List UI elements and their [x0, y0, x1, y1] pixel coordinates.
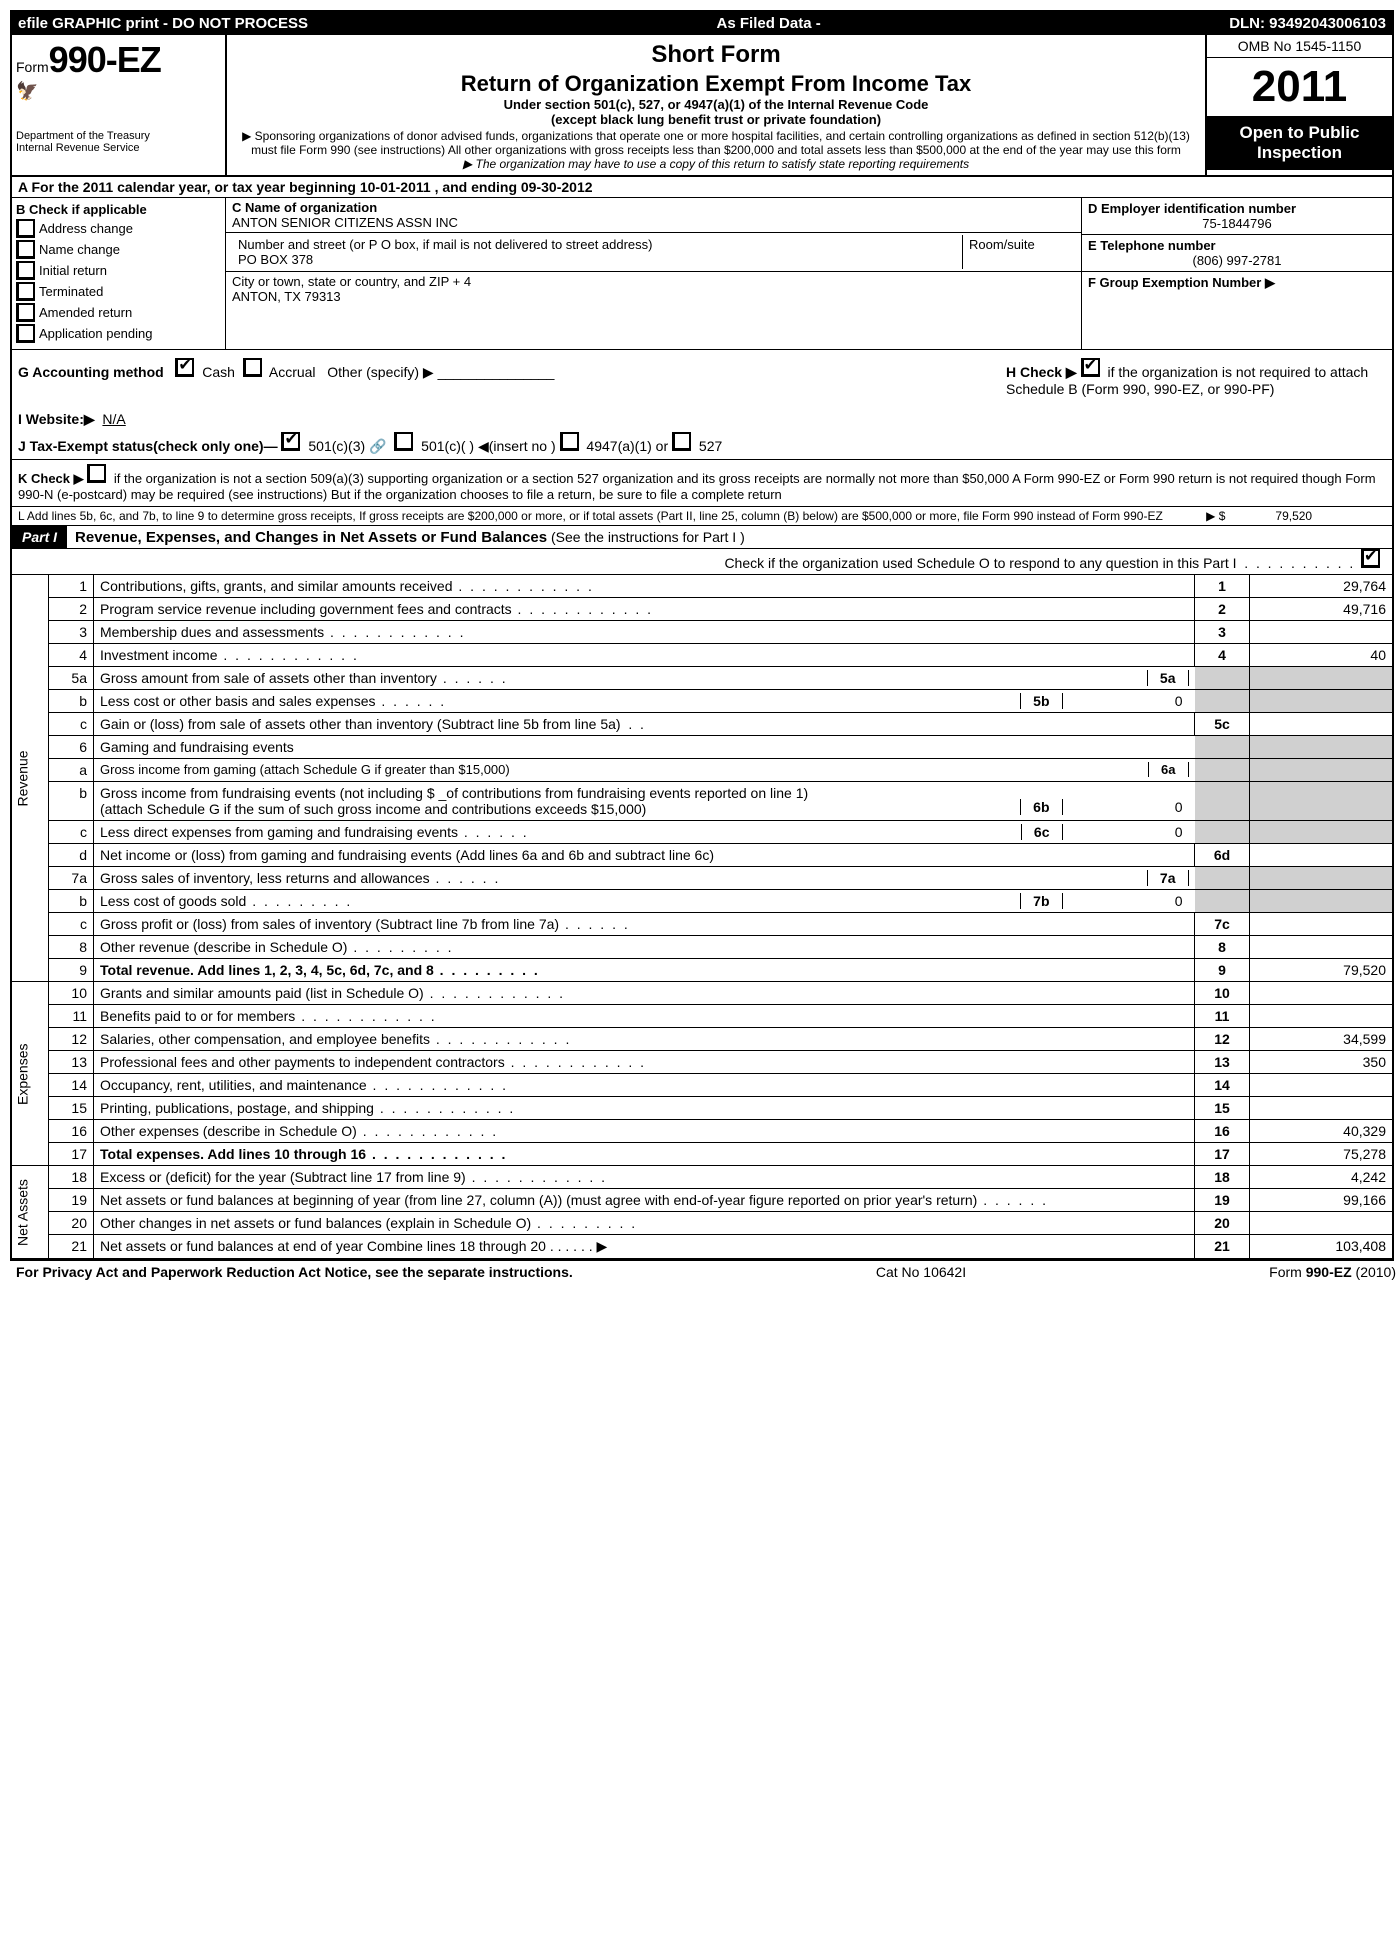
k-section: K Check ▶ if the organization is not a s… [12, 460, 1392, 507]
top-bar: efile GRAPHIC print - DO NOT PROCESS As … [12, 12, 1392, 35]
revenue-label: Revenue [12, 575, 49, 982]
check-o-row: Check if the organization used Schedule … [12, 549, 1392, 575]
part1-label: Part I [12, 526, 67, 548]
cb-cash[interactable] [175, 358, 194, 377]
irs-label: Internal Revenue Service [16, 142, 221, 154]
room-suite-label: Room/suite [963, 235, 1075, 269]
column-d: D Employer identification number 75-1844… [1081, 198, 1392, 349]
part1-header: Part I Revenue, Expenses, and Changes in… [12, 526, 1392, 549]
expenses-label: Expenses [12, 982, 49, 1166]
h-label: H Check ▶ [1006, 364, 1077, 380]
cb-527[interactable] [672, 432, 691, 451]
form-number: 990-EZ [49, 39, 161, 80]
part1-table: Revenue 1Contributions, gifts, grants, a… [12, 575, 1392, 1259]
cb-amended[interactable]: Amended return [16, 303, 221, 322]
cb-501c3[interactable] [281, 432, 300, 451]
part1-subtitle: (See the instructions for Part I ) [551, 529, 745, 545]
org-address: PO BOX 378 [238, 252, 313, 267]
ein-label: D Employer identification number [1088, 201, 1296, 216]
column-b: B Check if applicable Address change Nam… [12, 198, 226, 349]
sub-title-1: Under section 501(c), 527, or 4947(a)(1)… [235, 97, 1197, 112]
cb-schedule-o[interactable] [1361, 549, 1380, 568]
cb-501c[interactable] [394, 432, 413, 451]
footer: For Privacy Act and Paperwork Reduction … [10, 1261, 1400, 1283]
main-title: Return of Organization Exempt From Incom… [235, 71, 1197, 97]
check-o-text: Check if the organization used Schedule … [724, 555, 1236, 571]
header-right: OMB No 1545-1150 2011 Open to Public Ins… [1205, 35, 1392, 175]
header-note-2: ▶ The organization may have to use a cop… [235, 157, 1197, 171]
org-city: ANTON, TX 79313 [232, 289, 341, 304]
cb-4947[interactable] [560, 432, 579, 451]
part1-title: Revenue, Expenses, and Changes in Net As… [75, 529, 547, 546]
j-label: J Tax-Exempt status(check only one)— [18, 438, 278, 454]
section-a-text: A For the 2011 calendar year, or tax yea… [18, 179, 593, 195]
header-note-1: ▶ Sponsoring organizations of donor advi… [235, 129, 1197, 157]
phone-value: (806) 997-2781 [1088, 253, 1386, 268]
mid-section: G Accounting method Cash Accrual Other (… [12, 350, 1392, 460]
name-label: C Name of organization [232, 200, 377, 215]
cb-k[interactable] [87, 464, 106, 483]
open-to-public: Open to Public Inspection [1207, 117, 1392, 170]
dept-treasury: Department of the Treasury [16, 130, 221, 142]
website-value: N/A [102, 411, 125, 427]
irs-eagle-icon: 🦅 [16, 81, 221, 102]
footer-left: For Privacy Act and Paperwork Reduction … [16, 1264, 573, 1280]
header-center: Short Form Return of Organization Exempt… [227, 35, 1205, 175]
phone-label: E Telephone number [1088, 238, 1216, 253]
k-text: if the organization is not a section 509… [18, 471, 1376, 502]
short-form-label: Short Form [235, 41, 1197, 69]
netassets-label: Net Assets [12, 1166, 49, 1259]
sub-title-2: (except black lung benefit trust or priv… [235, 112, 1197, 127]
cb-name-change[interactable]: Name change [16, 240, 221, 259]
org-name: ANTON SENIOR CITIZENS ASSN INC [232, 215, 458, 230]
l-text: L Add lines 5b, 6c, and 7b, to line 9 to… [18, 509, 1163, 523]
footer-right: Form 990-EZ (2010) [1269, 1264, 1396, 1280]
header-left: Form990-EZ 🦅 Department of the Treasury … [12, 35, 227, 175]
tax-year: 2011 [1207, 58, 1392, 117]
cb-address-change[interactable]: Address change [16, 219, 221, 238]
group-exemption-label: F Group Exemption Number ▶ [1088, 275, 1275, 290]
ein-value: 75-1844796 [1088, 216, 1386, 231]
addr-label: Number and street (or P O box, if mail i… [238, 237, 653, 252]
i-label: I Website:▶ [18, 411, 95, 427]
section-a: A For the 2011 calendar year, or tax yea… [12, 177, 1392, 198]
cb-initial-return[interactable]: Initial return [16, 261, 221, 280]
omb-number: OMB No 1545-1150 [1207, 35, 1392, 58]
cb-h[interactable] [1081, 358, 1100, 377]
cb-accrual[interactable] [243, 358, 262, 377]
col-b-title: B Check if applicable [16, 202, 147, 217]
footer-center: Cat No 10642I [876, 1264, 966, 1280]
info-block: B Check if applicable Address change Nam… [12, 198, 1392, 350]
topbar-right: DLN: 93492043006103 [1229, 15, 1386, 32]
topbar-center: As Filed Data - [717, 15, 821, 32]
l-amount: 79,520 [1275, 509, 1312, 523]
cb-application-pending[interactable]: Application pending [16, 324, 221, 343]
form-990ez: efile GRAPHIC print - DO NOT PROCESS As … [10, 10, 1394, 1261]
k-label: K Check ▶ [18, 471, 84, 486]
cb-terminated[interactable]: Terminated [16, 282, 221, 301]
header: Form990-EZ 🦅 Department of the Treasury … [12, 35, 1392, 177]
topbar-left: efile GRAPHIC print - DO NOT PROCESS [18, 15, 308, 32]
column-c: C Name of organization ANTON SENIOR CITI… [226, 198, 1081, 349]
form-prefix: Form [16, 59, 49, 75]
g-label: G Accounting method [18, 364, 164, 380]
l-section: L Add lines 5b, 6c, and 7b, to line 9 to… [12, 507, 1392, 526]
city-label: City or town, state or country, and ZIP … [232, 274, 471, 289]
